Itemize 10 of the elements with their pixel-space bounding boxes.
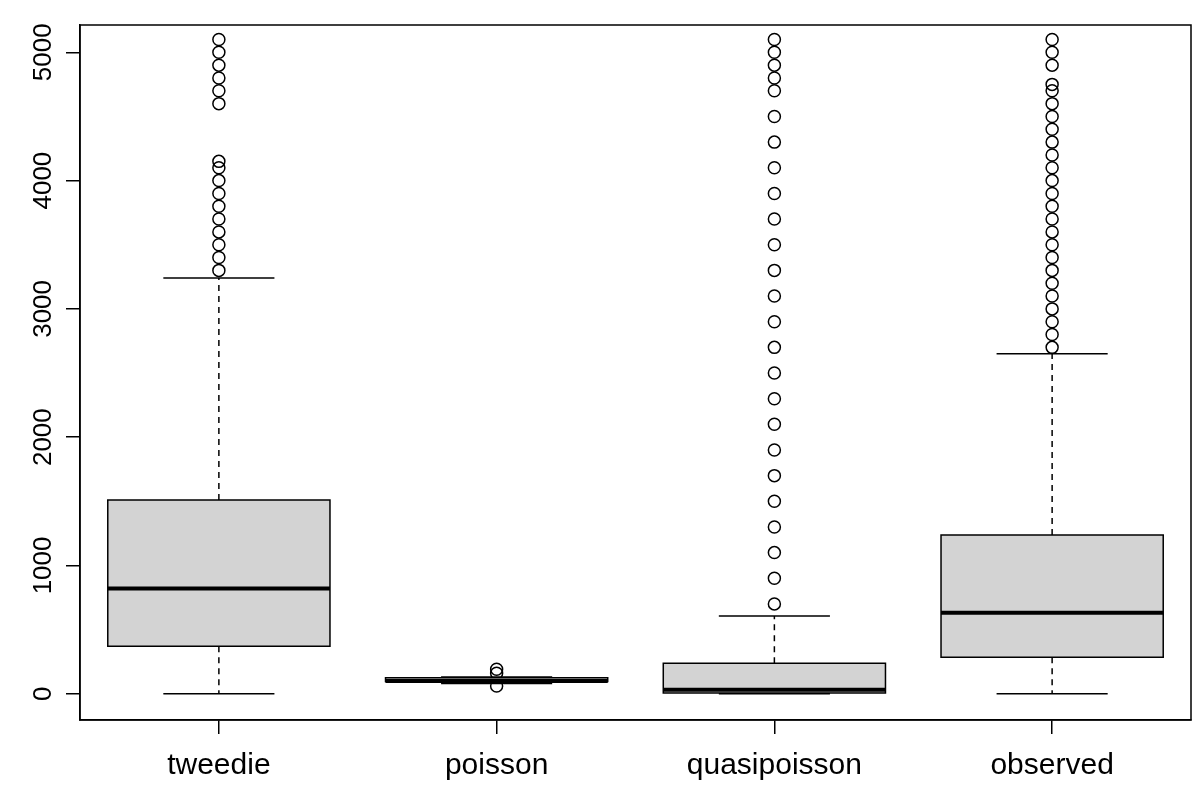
y-tick-label: 4000 <box>27 151 58 210</box>
x-tick-label: poisson <box>444 747 549 781</box>
x-tick-label: tweedie <box>167 747 271 781</box>
y-tick-label: 0 <box>27 686 58 701</box>
y-tick-label: 1000 <box>27 536 58 595</box>
y-tick-label: 2000 <box>27 408 58 467</box>
x-tick-label: observed <box>990 747 1114 781</box>
y-tick-label: 3000 <box>27 279 58 338</box>
y-tick-label: 5000 <box>27 23 58 82</box>
x-tick-label: quasipoisson <box>686 747 862 781</box>
